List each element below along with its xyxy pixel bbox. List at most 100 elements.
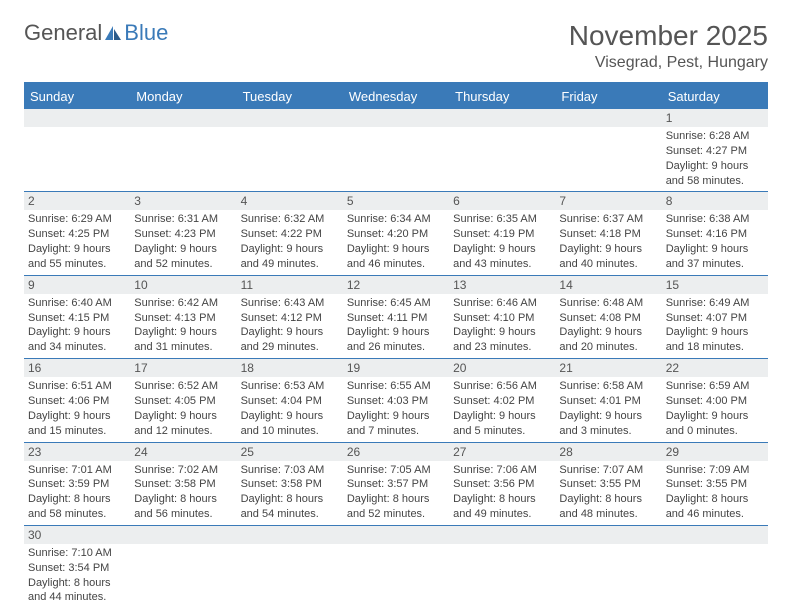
sunrise-line: Sunrise: 7:03 AM (241, 463, 339, 478)
day1-line: Daylight: 9 hours (134, 325, 232, 340)
day2-line: and 55 minutes. (28, 257, 126, 272)
day-cell: Sunrise: 7:05 AMSunset: 3:57 PMDaylight:… (343, 461, 449, 525)
sunrise-line: Sunrise: 6:56 AM (453, 379, 551, 394)
day1-line: Daylight: 9 hours (666, 242, 764, 257)
day-cell: Sunrise: 6:35 AMSunset: 4:19 PMDaylight:… (449, 210, 555, 274)
sunrise-line: Sunrise: 6:49 AM (666, 296, 764, 311)
day2-line: and 46 minutes. (347, 257, 445, 272)
day-cell: Sunrise: 6:29 AMSunset: 4:25 PMDaylight:… (24, 210, 130, 274)
sunset-line: Sunset: 4:20 PM (347, 227, 445, 242)
sunset-line: Sunset: 4:15 PM (28, 311, 126, 326)
week-row: Sunrise: 6:29 AMSunset: 4:25 PMDaylight:… (24, 210, 768, 275)
weekday-header: Wednesday (343, 84, 449, 109)
day2-line: and 54 minutes. (241, 507, 339, 522)
day-number (555, 526, 661, 544)
logo-text-2: Blue (124, 20, 168, 46)
day-number: 9 (24, 276, 130, 294)
day2-line: and 23 minutes. (453, 340, 551, 355)
week-row: Sunrise: 7:10 AMSunset: 3:54 PMDaylight:… (24, 544, 768, 608)
day2-line: and 7 minutes. (347, 424, 445, 439)
day-number (662, 526, 768, 544)
day-number (130, 526, 236, 544)
day-cell: Sunrise: 6:48 AMSunset: 4:08 PMDaylight:… (555, 294, 661, 358)
day1-line: Daylight: 9 hours (28, 409, 126, 424)
sunset-line: Sunset: 4:04 PM (241, 394, 339, 409)
day2-line: and 52 minutes. (347, 507, 445, 522)
day1-line: Daylight: 9 hours (134, 409, 232, 424)
day1-line: Daylight: 8 hours (453, 492, 551, 507)
day2-line: and 56 minutes. (134, 507, 232, 522)
day-number-row: 1 (24, 109, 768, 127)
day-number: 3 (130, 192, 236, 210)
month-title: November 2025 (569, 20, 768, 52)
sunset-line: Sunset: 4:13 PM (134, 311, 232, 326)
sunset-line: Sunset: 4:00 PM (666, 394, 764, 409)
day1-line: Daylight: 8 hours (28, 492, 126, 507)
sunset-line: Sunset: 4:25 PM (28, 227, 126, 242)
day-number: 27 (449, 443, 555, 461)
day-number (237, 109, 343, 127)
sunset-line: Sunset: 4:16 PM (666, 227, 764, 242)
day1-line: Daylight: 9 hours (347, 242, 445, 257)
location: Visegrad, Pest, Hungary (569, 54, 768, 72)
day-number: 21 (555, 359, 661, 377)
day-cell (555, 127, 661, 191)
day-cell (24, 127, 130, 191)
day2-line: and 34 minutes. (28, 340, 126, 355)
day-cell: Sunrise: 7:02 AMSunset: 3:58 PMDaylight:… (130, 461, 236, 525)
day-cell: Sunrise: 6:45 AMSunset: 4:11 PMDaylight:… (343, 294, 449, 358)
sunrise-line: Sunrise: 6:45 AM (347, 296, 445, 311)
day1-line: Daylight: 9 hours (453, 409, 551, 424)
day-cell: Sunrise: 6:53 AMSunset: 4:04 PMDaylight:… (237, 377, 343, 441)
sunset-line: Sunset: 4:06 PM (28, 394, 126, 409)
logo-text-1: General (24, 20, 102, 46)
sunrise-line: Sunrise: 7:10 AM (28, 546, 126, 561)
sunset-line: Sunset: 4:02 PM (453, 394, 551, 409)
day2-line: and 12 minutes. (134, 424, 232, 439)
day2-line: and 3 minutes. (559, 424, 657, 439)
day-cell: Sunrise: 6:49 AMSunset: 4:07 PMDaylight:… (662, 294, 768, 358)
day-cell: Sunrise: 6:40 AMSunset: 4:15 PMDaylight:… (24, 294, 130, 358)
day-cell: Sunrise: 7:06 AMSunset: 3:56 PMDaylight:… (449, 461, 555, 525)
day-number: 17 (130, 359, 236, 377)
day-cell: Sunrise: 6:59 AMSunset: 4:00 PMDaylight:… (662, 377, 768, 441)
day-number: 12 (343, 276, 449, 294)
day-number (449, 109, 555, 127)
day-number: 20 (449, 359, 555, 377)
day-cell: Sunrise: 6:58 AMSunset: 4:01 PMDaylight:… (555, 377, 661, 441)
day-cell (555, 544, 661, 608)
sunset-line: Sunset: 4:19 PM (453, 227, 551, 242)
weeks-container: 1Sunrise: 6:28 AMSunset: 4:27 PMDaylight… (24, 109, 768, 608)
day-number (237, 526, 343, 544)
day2-line: and 58 minutes. (28, 507, 126, 522)
week-row: Sunrise: 6:51 AMSunset: 4:06 PMDaylight:… (24, 377, 768, 442)
day1-line: Daylight: 9 hours (666, 409, 764, 424)
day1-line: Daylight: 8 hours (28, 576, 126, 591)
sunrise-line: Sunrise: 6:40 AM (28, 296, 126, 311)
day-cell (449, 127, 555, 191)
day-number: 18 (237, 359, 343, 377)
day1-line: Daylight: 9 hours (241, 325, 339, 340)
day-cell: Sunrise: 6:28 AMSunset: 4:27 PMDaylight:… (662, 127, 768, 191)
day-number: 1 (662, 109, 768, 127)
day2-line: and 0 minutes. (666, 424, 764, 439)
day-number: 26 (343, 443, 449, 461)
sunrise-line: Sunrise: 6:28 AM (666, 129, 764, 144)
title-block: November 2025 Visegrad, Pest, Hungary (569, 20, 768, 72)
day-number (343, 526, 449, 544)
day-cell: Sunrise: 6:55 AMSunset: 4:03 PMDaylight:… (343, 377, 449, 441)
day-cell: Sunrise: 6:37 AMSunset: 4:18 PMDaylight:… (555, 210, 661, 274)
day1-line: Daylight: 8 hours (241, 492, 339, 507)
sunset-line: Sunset: 3:58 PM (241, 477, 339, 492)
sunset-line: Sunset: 3:55 PM (559, 477, 657, 492)
header: General Blue November 2025 Visegrad, Pes… (24, 20, 768, 72)
day2-line: and 44 minutes. (28, 590, 126, 605)
weekday-header: Thursday (449, 84, 555, 109)
day1-line: Daylight: 9 hours (241, 242, 339, 257)
day-number: 24 (130, 443, 236, 461)
day2-line: and 37 minutes. (666, 257, 764, 272)
day-cell: Sunrise: 6:56 AMSunset: 4:02 PMDaylight:… (449, 377, 555, 441)
day-number-row: 23242526272829 (24, 443, 768, 461)
logo: General Blue (24, 20, 168, 46)
day1-line: Daylight: 9 hours (666, 159, 764, 174)
